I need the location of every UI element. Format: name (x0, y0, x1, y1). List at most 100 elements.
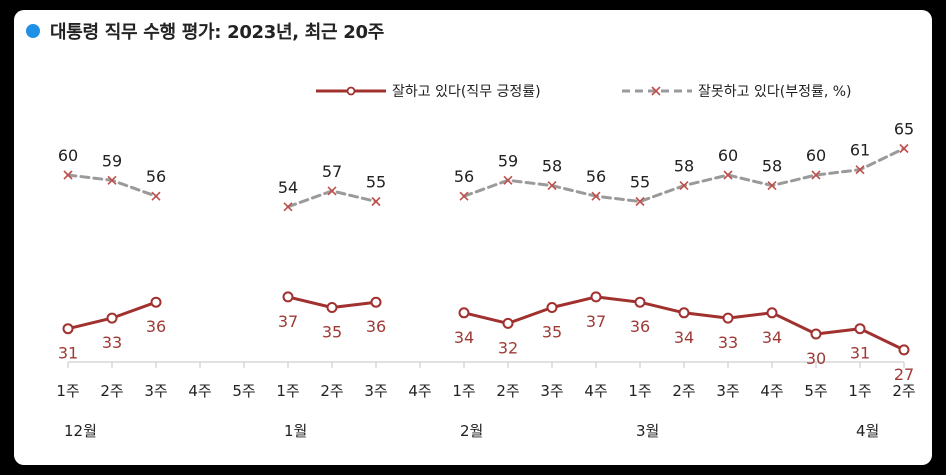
chart-title: 대통령 직무 수행 평가: 2023년, 최근 20주 (50, 22, 384, 43)
legend-approve-marker (346, 86, 356, 96)
approve-point (370, 296, 382, 308)
x-tick-label: 2주 (672, 382, 695, 400)
approve-data-label: 31 (58, 344, 78, 363)
x-tick-label: 4주 (188, 382, 211, 400)
approve-point (546, 302, 558, 313)
month-label: 12월 (64, 422, 97, 440)
disapprove-data-label: 60 (718, 146, 738, 165)
disapprove-point (107, 175, 117, 185)
disapprove-point (327, 186, 337, 196)
x-tick-label: 3주 (364, 382, 387, 400)
x-tick-label: 5주 (804, 382, 827, 400)
x-tick-label: 1주 (276, 382, 299, 400)
approve-point (106, 312, 118, 324)
approve-point (634, 296, 646, 308)
approve-data-label: 37 (278, 312, 298, 331)
x-tick-label: 2주 (320, 382, 343, 400)
disapprove-data-label: 65 (894, 120, 914, 139)
x-tick-label: 3주 (716, 382, 739, 400)
legend-disapprove-label: 잘못하고 있다(부정률, %) (698, 84, 852, 100)
disapprove-point (723, 170, 733, 180)
disapprove-data-label: 58 (542, 157, 562, 176)
approve-point (282, 291, 294, 303)
disapprove-point (503, 175, 513, 185)
disapprove-series-line (286, 189, 378, 209)
approve-point (590, 291, 602, 303)
legend-approve-label: 잘하고 있다(직무 긍정률) (392, 84, 541, 100)
disapprove-point (635, 196, 645, 207)
approve-data-label: 35 (542, 323, 562, 342)
disapprove-point (899, 143, 909, 154)
x-tick-label: 1주 (56, 382, 79, 400)
disapprove-data-label: 61 (850, 141, 870, 160)
chart-frame (14, 10, 932, 465)
disapprove-point (679, 181, 689, 191)
approve-data-label: 27 (894, 365, 914, 384)
approve-point (766, 307, 778, 319)
disapprove-data-label: 59 (498, 151, 518, 170)
approve-data-label: 36 (366, 317, 386, 336)
approve-point (62, 323, 74, 335)
approve-data-label: 36 (630, 317, 650, 336)
approve-data-label: 31 (850, 344, 870, 363)
approve-point (854, 323, 866, 335)
disapprove-data-label: 60 (58, 146, 78, 165)
disapprove-series-line (66, 173, 158, 198)
month-label: 2월 (460, 422, 483, 440)
approve-data-label: 34 (762, 328, 782, 347)
disapprove-data-label: 58 (762, 157, 782, 176)
approve-point (810, 328, 822, 340)
disapprove-data-label: 55 (630, 173, 650, 192)
disapprove-data-label: 56 (586, 167, 606, 186)
x-tick-label: 3주 (144, 382, 167, 400)
x-tick-label: 5주 (232, 382, 255, 400)
disapprove-point (855, 165, 865, 175)
title-bullet-icon (26, 24, 40, 38)
approve-data-label: 33 (102, 333, 122, 352)
x-tick-label: 2주 (100, 382, 123, 400)
disapprove-data-label: 57 (322, 162, 342, 181)
month-label: 4월 (856, 422, 879, 440)
disapprove-point (63, 170, 73, 180)
approve-data-label: 35 (322, 323, 342, 342)
x-tick-label: 4주 (408, 382, 431, 400)
disapprove-point (547, 181, 557, 191)
chart-marks: 1주 2주 3주 4주 5주 1주 2주 3주 4주 1주 2주 3주 4주 1주 2주 3주 4주 5주 1주 2주… (56, 120, 915, 441)
disapprove-data-label: 55 (366, 173, 386, 192)
disapprove-point (283, 202, 293, 212)
legend-disapprove-marker (651, 86, 661, 96)
disapprove-point (811, 170, 821, 180)
approve-data-label: 32 (498, 338, 518, 357)
x-tick-label: 4주 (760, 382, 783, 400)
approve-point (678, 307, 690, 319)
disapprove-point (151, 191, 161, 201)
disapprove-data-label: 60 (806, 146, 826, 165)
x-tick-label: 1주 (628, 382, 651, 400)
approve-point (150, 296, 162, 308)
approve-point (326, 302, 338, 313)
disapprove-data-label: 56 (146, 167, 166, 186)
disapprove-data-label: 58 (674, 157, 694, 176)
legend: 잘하고 있다(직무 긍정률) 잘못하고 있다(부정률, %) (316, 84, 852, 100)
approve-data-label: 30 (806, 349, 826, 368)
disapprove-data-label: 59 (102, 151, 122, 170)
disapprove-point (459, 191, 469, 201)
approve-data-label: 34 (454, 328, 474, 347)
disapprove-point (591, 191, 601, 201)
disapprove-data-label: 54 (278, 178, 298, 197)
approve-data-label: 33 (718, 333, 738, 352)
approve-data-label: 36 (146, 317, 166, 336)
x-tick-label: 1주 (452, 382, 475, 400)
x-tick-label: 2주 (496, 382, 519, 400)
x-tick-label: 2주 (892, 382, 915, 400)
approve-data-label: 34 (674, 328, 694, 347)
approve-point (722, 312, 734, 324)
approve-point (898, 344, 910, 356)
approve-point (458, 307, 470, 319)
disapprove-point (767, 181, 777, 191)
disapprove-point (371, 196, 381, 207)
approve-point (502, 317, 514, 329)
x-tick-label: 3주 (540, 382, 563, 400)
chart-header: 대통령 직무 수행 평가: 2023년, 최근 20주 (26, 18, 384, 44)
